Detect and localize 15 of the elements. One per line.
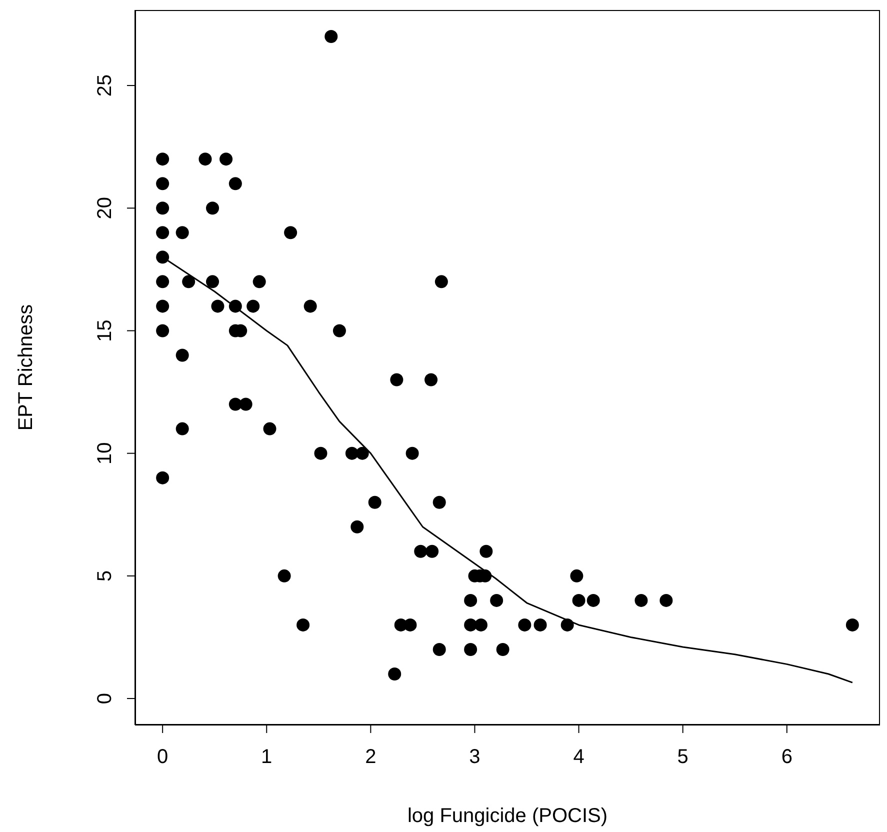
x-tick-label: 1 bbox=[261, 746, 272, 768]
y-tick-label: 0 bbox=[94, 692, 116, 704]
y-tick-label: 20 bbox=[94, 196, 116, 220]
y-tick-label: 15 bbox=[94, 320, 116, 342]
x-tick-label: 6 bbox=[781, 746, 792, 768]
x-axis-title: log Fungicide (POCIS) bbox=[407, 805, 608, 827]
x-tick-label: 4 bbox=[573, 746, 584, 768]
x-tick-label: 0 bbox=[157, 746, 168, 768]
y-tick-label: 10 bbox=[94, 442, 116, 464]
y-axis-title: EPT Richness bbox=[15, 304, 38, 431]
y-tick-label: 25 bbox=[94, 74, 116, 97]
x-tick-label: 2 bbox=[365, 746, 376, 768]
x-tick-label: 5 bbox=[677, 746, 688, 768]
x-tick-label: 3 bbox=[469, 746, 480, 768]
y-tick-label: 5 bbox=[94, 570, 116, 582]
